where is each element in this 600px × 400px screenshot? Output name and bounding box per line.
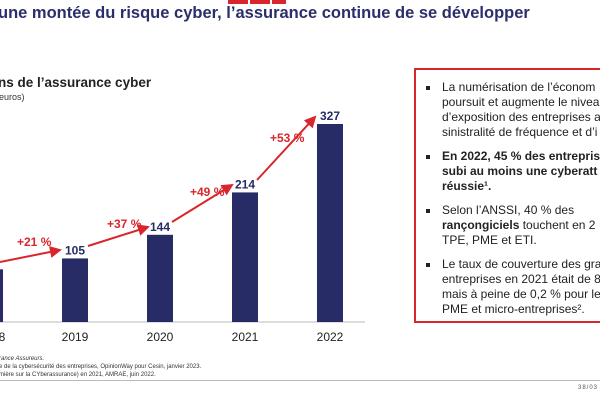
x-tick-label: 2020 <box>147 330 174 344</box>
footnote: e de la cybersécurité des entreprises, O… <box>0 364 202 370</box>
page-title: une montée du risque cyber, l’assurance … <box>0 4 530 22</box>
fact-text: Selon l’ANSSI, 40 % des <box>442 203 575 217</box>
footnote: rance Assureurs. <box>0 356 45 362</box>
bar-8 <box>0 269 3 322</box>
value-label: 105 <box>65 243 85 257</box>
value-label: 327 <box>320 109 340 123</box>
bar-2019 <box>62 258 88 322</box>
bar-chart: 8 2019 105 2020 144 2021 214 2022 327 +21 % +37 % +… <box>0 109 365 344</box>
bar-2021 <box>232 192 258 322</box>
growth-label: +49 % <box>190 185 225 199</box>
growth-label: +37 % <box>107 217 142 231</box>
page-number: 38/03 <box>577 385 598 391</box>
bar-2022 <box>317 124 343 322</box>
header-mark <box>272 0 286 4</box>
fact-item: La numérisation de l’économ poursuit et … <box>426 80 600 140</box>
chart-subtitle: euros) <box>0 92 25 102</box>
footnotes: rance Assureurs. e de la cybersécurité d… <box>0 355 201 379</box>
fact-item: Selon l’ANSSI, 40 % des rançongiciels to… <box>426 203 600 248</box>
fact-text: Le taux de couverture des gra entreprise… <box>442 257 600 316</box>
value-label: 144 <box>150 220 170 234</box>
bar-2020 <box>147 234 173 322</box>
growth-arrow <box>256 115 317 181</box>
fact-item: En 2022, 45 % des entrepris subi au moin… <box>426 149 600 194</box>
growth-arrow <box>0 246 62 263</box>
growth-arrow <box>171 183 234 223</box>
header-mark <box>228 0 248 4</box>
key-facts-box: La numérisation de l’économ poursuit et … <box>414 68 600 323</box>
fact-bold: rançongiciels <box>442 218 520 232</box>
fact-text: La numérisation de l’économ poursuit et … <box>442 80 600 139</box>
footnote: mière sur la CYberassurance) en 2021, AM… <box>0 372 156 378</box>
x-tick-label: 8 <box>0 330 6 344</box>
x-tick-label: 2021 <box>232 330 259 344</box>
growth-arrow <box>87 224 150 247</box>
growth-label: +53 % <box>270 131 305 145</box>
footer-divider <box>0 380 600 381</box>
value-label: 214 <box>235 177 255 191</box>
fact-item: Le taux de couverture des gra entreprise… <box>426 257 600 317</box>
fact-bold: En 2022, 45 % des entrepris subi au moin… <box>442 149 600 193</box>
chart-title: ns de l’assurance cyber <box>0 75 152 90</box>
x-tick-label: 2022 <box>317 330 344 344</box>
header-mark <box>250 0 270 4</box>
x-tick-label: 2019 <box>62 330 89 344</box>
growth-label: +21 % <box>17 235 52 249</box>
fact-text: touchent en 2 TPE, PME et ETI. <box>442 218 596 247</box>
